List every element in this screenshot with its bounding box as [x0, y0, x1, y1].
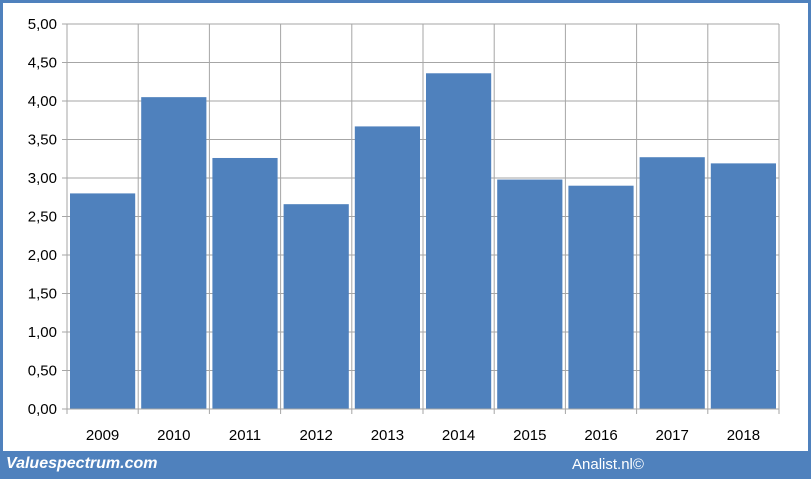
y-tick-labels: 0,00 0,50 1,00 1,50 2,00 2,50 3,00 3,50 4,00 4,50… — [28, 16, 57, 418]
y-tick-label: 4,50 — [28, 55, 57, 72]
x-tick-label: 2018 — [727, 427, 760, 444]
x-tick-label: 2017 — [656, 427, 689, 444]
y-tick-label: 0,50 — [28, 363, 57, 380]
y-tick-label: 3,00 — [28, 170, 57, 187]
bar — [283, 204, 349, 409]
x-tick-label: 2011 — [229, 427, 261, 444]
bar — [639, 157, 705, 409]
bar — [568, 185, 634, 409]
footer-source-left: Valuespectrum.com — [6, 455, 158, 472]
bar — [497, 179, 563, 409]
bar — [141, 97, 207, 410]
y-tick-label: 1,00 — [28, 324, 57, 341]
y-tick-label: 0,00 — [28, 401, 57, 418]
y-tick-label: 2,00 — [28, 247, 57, 264]
x-tick-label: 2016 — [584, 427, 617, 444]
axes — [62, 23, 780, 414]
x-tick-label: 2010 — [157, 427, 190, 444]
x-tick-label: 2013 — [371, 427, 404, 444]
bar — [212, 157, 278, 409]
x-tick-label: 2015 — [513, 427, 546, 444]
bar — [70, 193, 136, 409]
x-tick-labels: 2009 2010 2011 2012 2013 2014 2015 2016 2017 2018 — [86, 427, 760, 444]
x-tick-label: 2014 — [442, 427, 475, 444]
bar — [426, 73, 492, 409]
bar — [354, 126, 420, 409]
y-tick-label: 4,00 — [28, 93, 57, 110]
y-tick-label: 1,50 — [28, 286, 57, 303]
x-tick-label: 2012 — [300, 427, 333, 444]
y-tick-label: 5,00 — [28, 16, 57, 33]
footer-source-right: Analist.nl© — [572, 456, 644, 473]
x-tick-label: 2009 — [86, 427, 119, 444]
bar — [710, 163, 776, 409]
y-tick-label: 3,50 — [28, 132, 57, 149]
y-tick-label: 2,50 — [28, 209, 57, 226]
bars — [70, 73, 776, 410]
